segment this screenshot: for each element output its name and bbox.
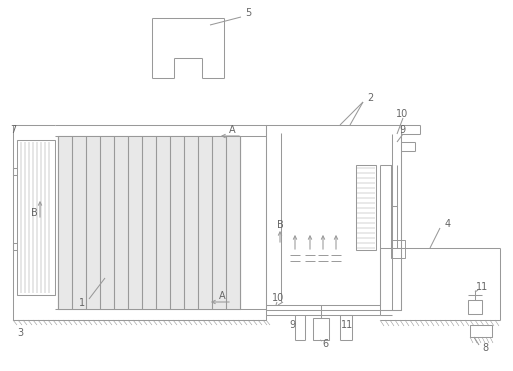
Text: A: A (229, 125, 235, 135)
Text: 7: 7 (10, 125, 16, 135)
Text: 4: 4 (445, 219, 451, 229)
Text: A: A (219, 291, 225, 301)
Text: 3: 3 (17, 328, 23, 338)
Bar (266, 125, 401, 310)
Bar (356, 165, 376, 250)
Text: 9: 9 (289, 320, 295, 330)
Text: B: B (31, 208, 37, 218)
Text: 5: 5 (245, 8, 251, 18)
Text: 1: 1 (79, 298, 85, 308)
Text: 10: 10 (272, 293, 284, 303)
Text: 10: 10 (396, 109, 408, 119)
Text: 11: 11 (476, 282, 488, 292)
Text: 9: 9 (399, 125, 405, 135)
Bar (17, 140, 55, 295)
Bar (468, 300, 482, 314)
Text: 8: 8 (482, 343, 488, 353)
Text: 6: 6 (322, 339, 328, 349)
Text: 2: 2 (367, 93, 373, 103)
Bar (470, 325, 492, 337)
Text: B: B (277, 220, 283, 230)
Bar (391, 240, 405, 258)
Text: 11: 11 (341, 320, 353, 330)
Bar (313, 318, 329, 340)
